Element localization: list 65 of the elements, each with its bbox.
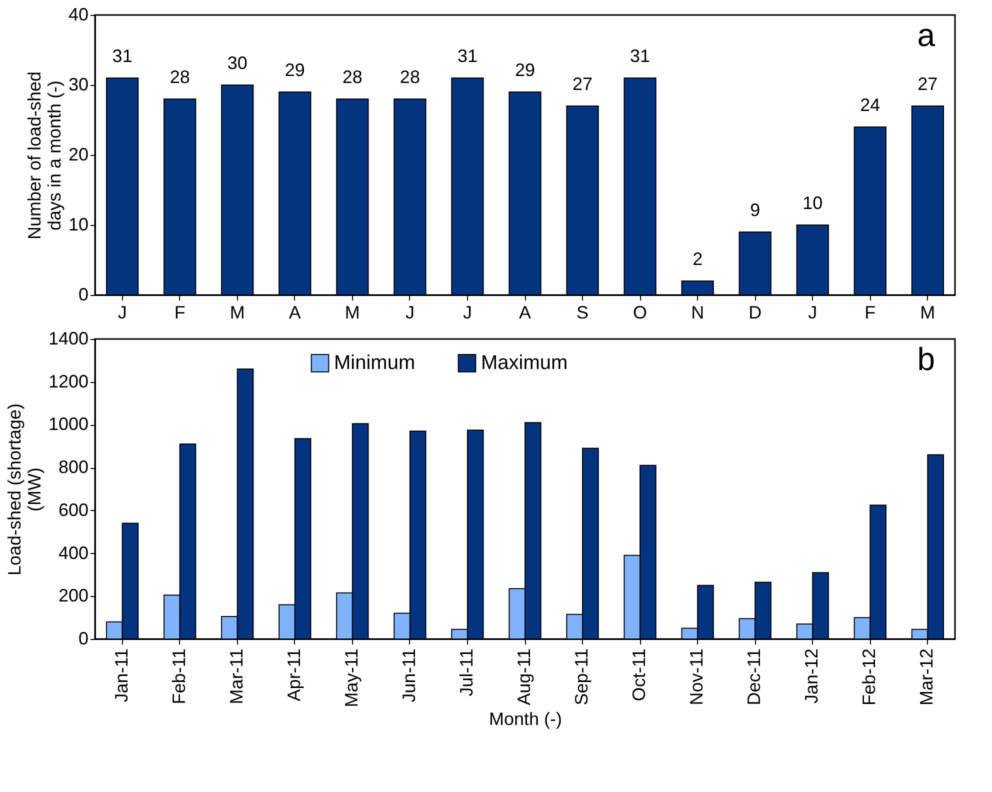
data-label: 31 bbox=[457, 46, 478, 66]
data-label: 2 bbox=[692, 249, 703, 269]
data-label: 31 bbox=[630, 46, 650, 66]
x-axis-title: Month (-) bbox=[488, 709, 562, 730]
x-tick-label: Jul-11 bbox=[456, 648, 476, 696]
data-label: 29 bbox=[514, 60, 536, 80]
y-tick-label: 400 bbox=[58, 542, 88, 563]
data-label: 28 bbox=[342, 67, 362, 87]
x-tick-label: F bbox=[174, 302, 186, 322]
x-tick-label: Jan-11 bbox=[111, 648, 132, 702]
data-label: 31 bbox=[112, 46, 132, 66]
x-tick-label: Feb-12 bbox=[859, 648, 880, 706]
y-tick-label: 0 bbox=[78, 628, 88, 648]
annotation: b bbox=[917, 341, 935, 377]
y-tick-label: 800 bbox=[58, 457, 88, 478]
y-tick-label: 40 bbox=[68, 4, 88, 24]
x-tick-label: O bbox=[633, 302, 648, 322]
data-label: 10 bbox=[802, 193, 823, 213]
y-tick-label: 0 bbox=[78, 284, 88, 304]
x-tick-label: Nov-11 bbox=[686, 648, 707, 706]
x-tick-label: F bbox=[864, 302, 876, 322]
y-tick-label: 600 bbox=[58, 500, 88, 520]
y-tick-label: 10 bbox=[68, 214, 88, 234]
x-tick-label: Aug-11 bbox=[514, 648, 534, 706]
data-label: 28 bbox=[400, 67, 420, 87]
x-tick-label: N bbox=[691, 302, 704, 322]
data-label: 27 bbox=[918, 74, 938, 94]
legend-label: Minimum bbox=[334, 352, 416, 374]
x-tick-label: Dec-11 bbox=[744, 648, 764, 706]
data-label: 24 bbox=[860, 95, 880, 115]
x-tick-label: J bbox=[405, 302, 414, 322]
x-tick-label: May-11 bbox=[341, 648, 362, 708]
x-tick-label: Oct-11 bbox=[629, 648, 650, 702]
x-tick-label: M bbox=[230, 302, 245, 322]
x-tick-label: Jun-11 bbox=[398, 648, 419, 702]
data-label: 28 bbox=[170, 67, 190, 87]
x-tick-label: Apr-11 bbox=[284, 648, 304, 702]
data-label: 30 bbox=[227, 53, 248, 73]
x-tick-label: Sep-11 bbox=[572, 648, 592, 706]
x-tick-label: M bbox=[344, 302, 360, 322]
data-label: 9 bbox=[750, 200, 760, 220]
x-tick-label: M bbox=[920, 302, 936, 322]
x-tick-label: Mar-11 bbox=[226, 648, 246, 704]
data-label: 27 bbox=[572, 74, 593, 94]
y-tick-label: 200 bbox=[58, 586, 88, 606]
x-tick-label: Jan-12 bbox=[802, 648, 822, 704]
x-tick-label: J bbox=[462, 302, 472, 322]
x-tick-label: J bbox=[118, 302, 127, 322]
data-label: 29 bbox=[284, 60, 305, 80]
x-tick-label: S bbox=[576, 302, 589, 322]
y-axis-title: Load-shed (shortage) (MW) bbox=[4, 403, 44, 576]
y-tick-label: 30 bbox=[68, 74, 88, 94]
y-axis-title: Number of load-shed days in a month (-) bbox=[24, 71, 64, 240]
x-tick-label: A bbox=[518, 302, 532, 322]
y-tick-label: 1200 bbox=[48, 371, 88, 392]
x-tick-label: J bbox=[808, 302, 818, 322]
x-tick-label: A bbox=[288, 302, 301, 322]
y-tick-label: 1000 bbox=[48, 414, 88, 434]
annotation: a bbox=[917, 17, 936, 53]
x-tick-label: D bbox=[748, 302, 762, 322]
x-tick-label: Mar-12 bbox=[916, 648, 937, 706]
y-tick-label: 1400 bbox=[48, 328, 88, 348]
x-tick-label: Feb-11 bbox=[168, 648, 189, 704]
y-tick-label: 20 bbox=[68, 144, 88, 164]
legend-label: Maximum bbox=[481, 352, 568, 374]
